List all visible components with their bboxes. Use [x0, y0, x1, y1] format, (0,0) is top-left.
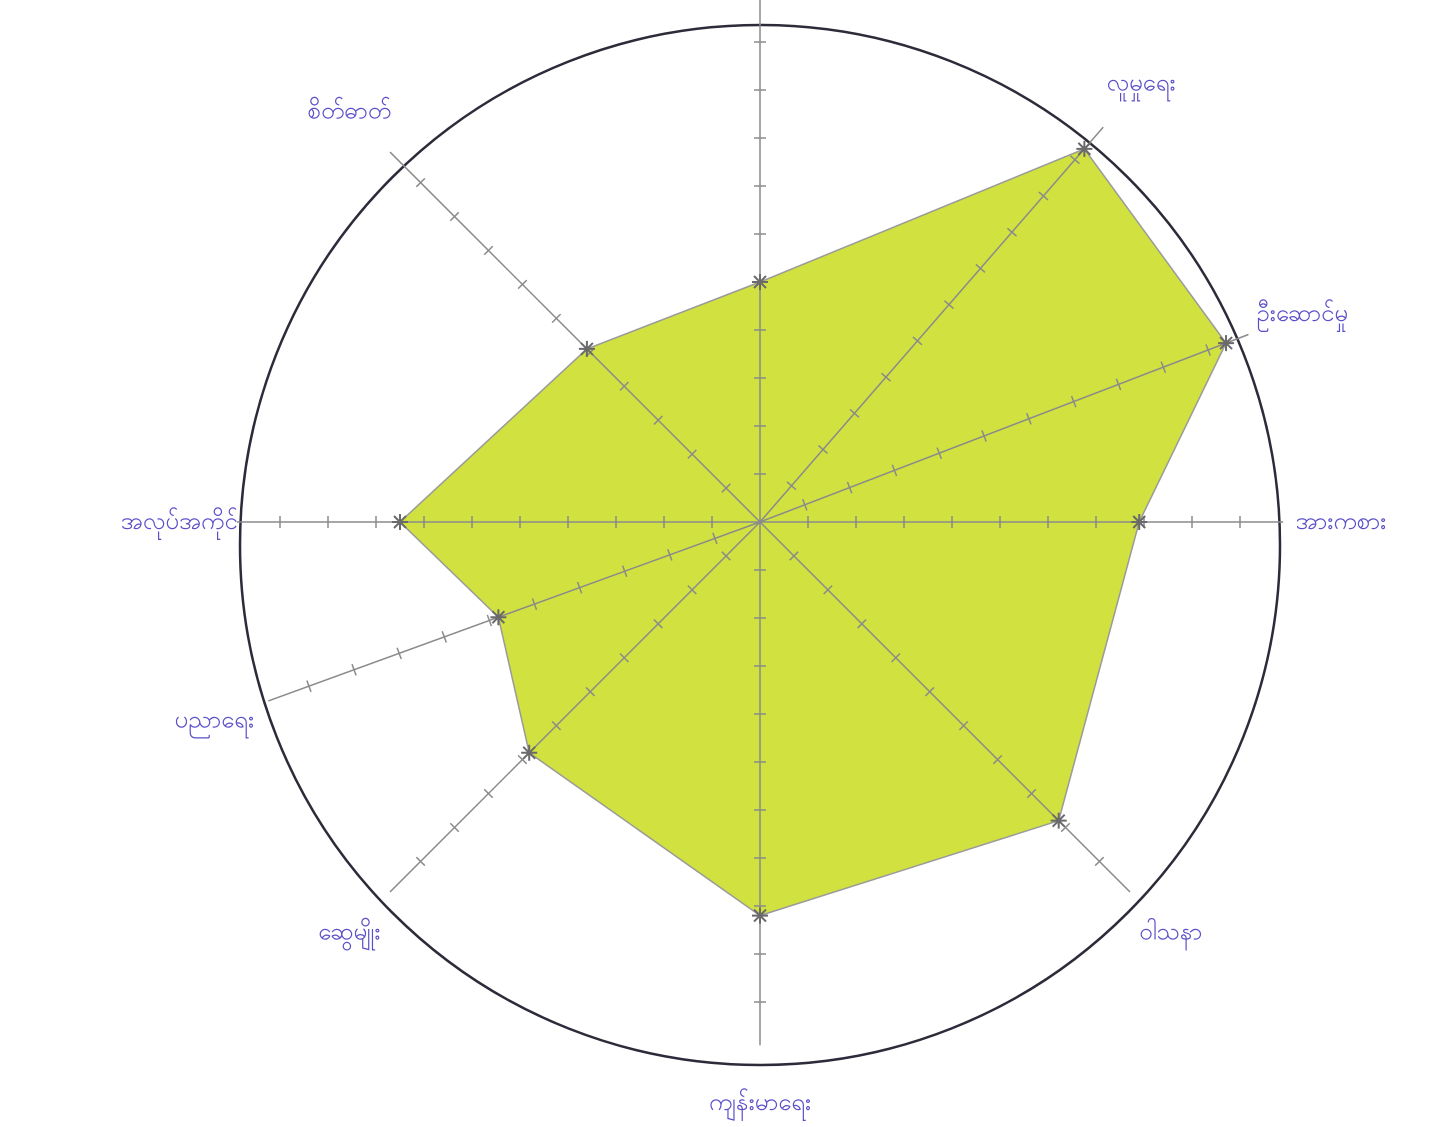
axis-line: [268, 521, 761, 702]
tick-mark: [712, 532, 718, 545]
axis-label: ဦးဆောင်မှု: [1256, 298, 1348, 332]
tick-mark: [849, 408, 860, 418]
data-marker: [578, 340, 595, 357]
data-marker: [392, 514, 408, 530]
tick-mark: [721, 483, 731, 493]
radar-area: [398, 147, 1227, 917]
axis-label: ကျန်းမာရေး: [709, 1087, 811, 1121]
tick-mark: [551, 313, 562, 324]
tick-mark: [1026, 788, 1037, 799]
tick-mark: [449, 211, 460, 222]
tick-mark: [1115, 378, 1122, 391]
axis-line: [759, 521, 1131, 893]
tick-mark: [721, 551, 731, 561]
data-marker: [752, 907, 768, 924]
axis-line: [389, 151, 761, 523]
tick-mark: [585, 686, 596, 697]
tick-mark: [687, 449, 697, 459]
axis-label: လူမှုရေး: [1106, 69, 1175, 102]
tick-mark: [1094, 856, 1105, 867]
data-marker: [521, 744, 538, 761]
tick-mark: [531, 598, 538, 610]
tick-mark: [667, 548, 673, 561]
tick-mark: [891, 464, 898, 477]
tick-mark: [786, 481, 797, 491]
axis-label: ဆွေမျိုး: [318, 917, 380, 952]
data-marker: [1076, 140, 1093, 157]
data-marker: [1050, 812, 1067, 829]
tick-mark: [1060, 822, 1071, 833]
axis-label: ဝါသနာ: [1139, 918, 1202, 951]
tick-mark: [687, 585, 697, 595]
tick-mark: [846, 481, 853, 494]
data-marker: [752, 274, 768, 290]
data-marker: [1131, 514, 1148, 530]
tick-mark: [1026, 412, 1032, 425]
tick-mark: [396, 647, 402, 660]
tick-mark: [415, 177, 426, 188]
tick-mark: [449, 822, 460, 833]
axis-label: အလုပ်အကိုင်: [121, 506, 238, 540]
tick-mark: [890, 652, 901, 663]
tick-mark: [943, 300, 954, 310]
axis-line: [759, 126, 1104, 523]
tick-mark: [653, 619, 663, 629]
tick-mark: [801, 498, 808, 511]
tick-mark: [619, 381, 630, 392]
tick-mark: [958, 720, 969, 731]
axis-line: [389, 521, 761, 893]
tick-mark: [351, 663, 357, 676]
axis-label: ပညာရေး: [174, 706, 254, 739]
tick-mark: [1006, 227, 1017, 237]
tick-mark: [857, 619, 867, 629]
data-marker: [490, 609, 507, 626]
tick-mark: [517, 279, 528, 290]
tick-mark: [880, 372, 891, 382]
tick-mark: [1205, 344, 1211, 356]
tick-mark: [621, 565, 628, 578]
tick-mark: [924, 686, 935, 697]
axis-label: စိတ်ဓာတ်: [308, 95, 392, 124]
tick-mark: [306, 680, 312, 693]
tick-mark: [415, 856, 426, 867]
tick-mark: [486, 614, 493, 627]
tick-mark: [619, 652, 630, 663]
tick-mark: [517, 754, 528, 765]
tick-mark: [936, 447, 943, 460]
data-marker: [1218, 335, 1235, 352]
tick-mark: [823, 585, 833, 595]
tick-mark: [576, 581, 583, 594]
axis-line: [759, 333, 1249, 523]
tick-mark: [981, 430, 987, 442]
tick-mark: [817, 445, 829, 455]
tick-mark: [975, 263, 986, 273]
tick-mark: [1160, 361, 1167, 374]
tick-mark: [1038, 191, 1049, 201]
tick-mark: [483, 245, 494, 256]
tick-mark: [1070, 395, 1077, 408]
tick-mark: [653, 415, 663, 425]
tick-mark: [992, 754, 1003, 765]
tick-mark: [441, 631, 448, 643]
tick-mark: [551, 720, 562, 731]
axis-label: အားကစား: [1295, 507, 1386, 535]
tick-mark: [1069, 155, 1080, 165]
tick-mark: [912, 336, 923, 346]
tick-mark: [483, 788, 494, 799]
tick-mark: [789, 551, 799, 561]
